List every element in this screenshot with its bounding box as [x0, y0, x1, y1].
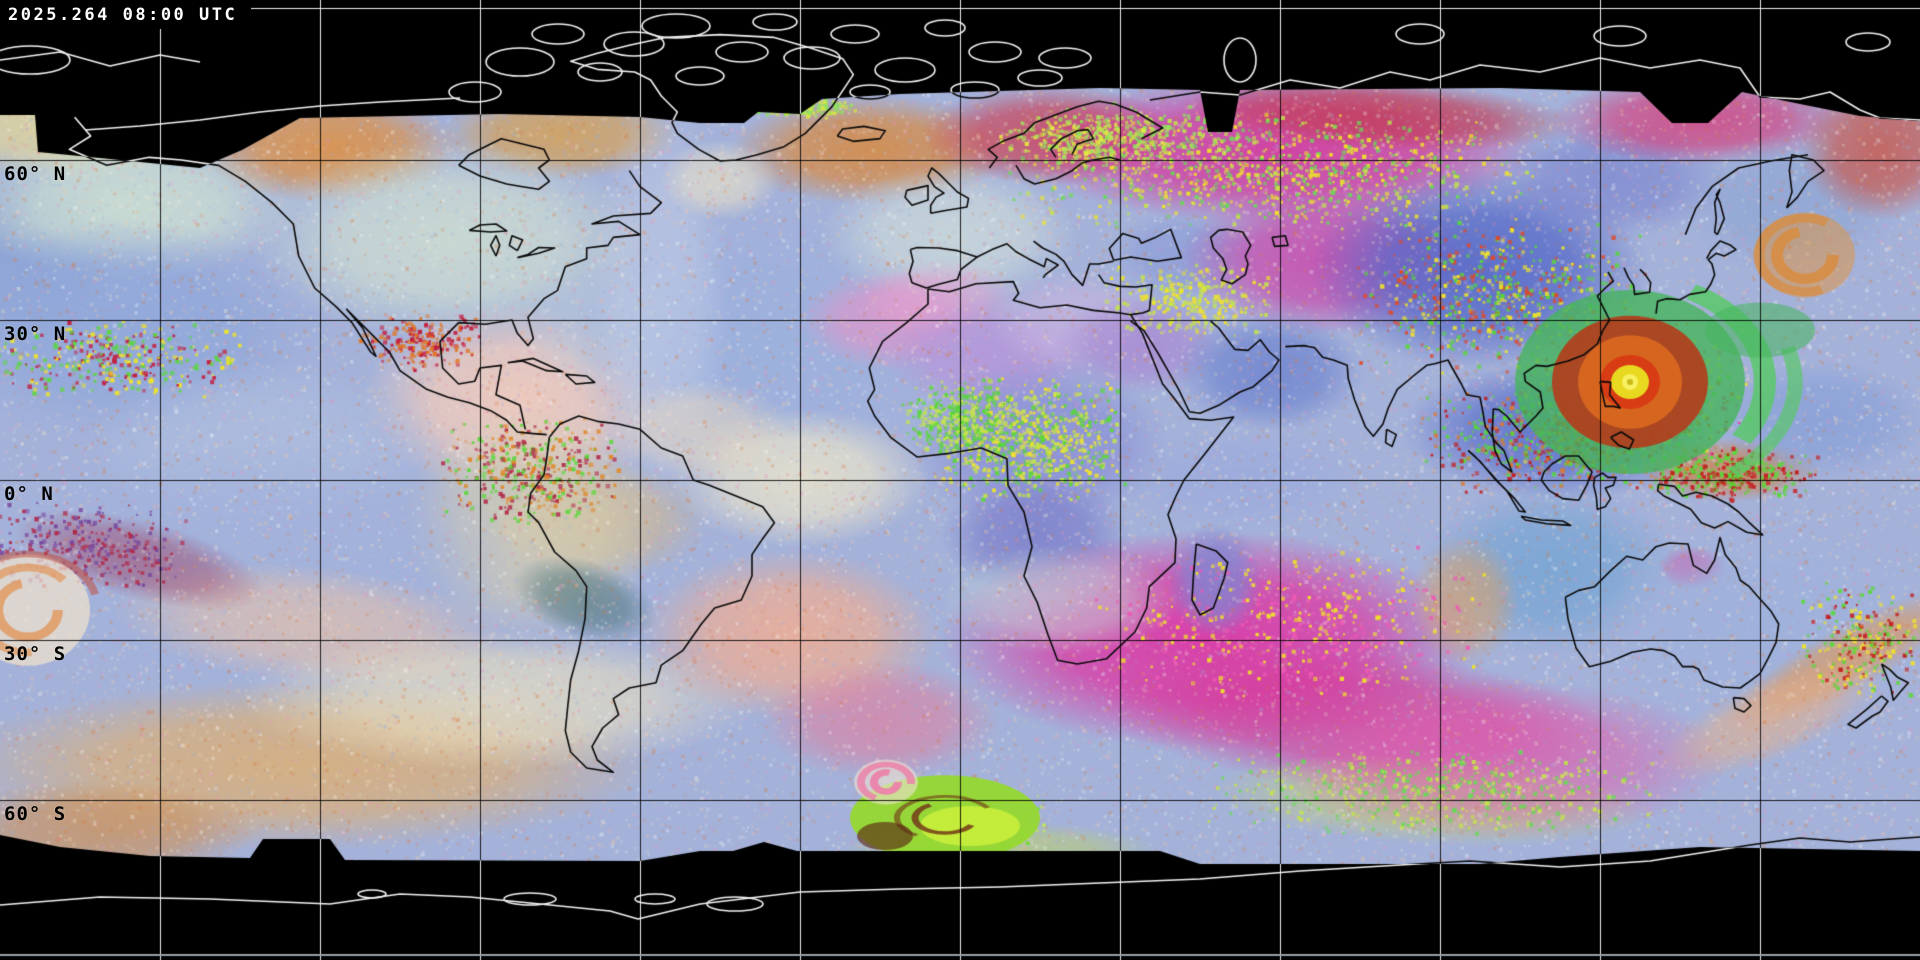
latitude-label: 0° N	[4, 483, 54, 505]
latitude-label: 60° S	[4, 803, 67, 825]
latitude-label: 30° N	[4, 323, 67, 345]
latitude-label: 30° S	[4, 643, 67, 665]
latitude-label: 60° N	[4, 163, 67, 185]
timestamp-label: 2025.264 08:00 UTC	[0, 0, 252, 29]
